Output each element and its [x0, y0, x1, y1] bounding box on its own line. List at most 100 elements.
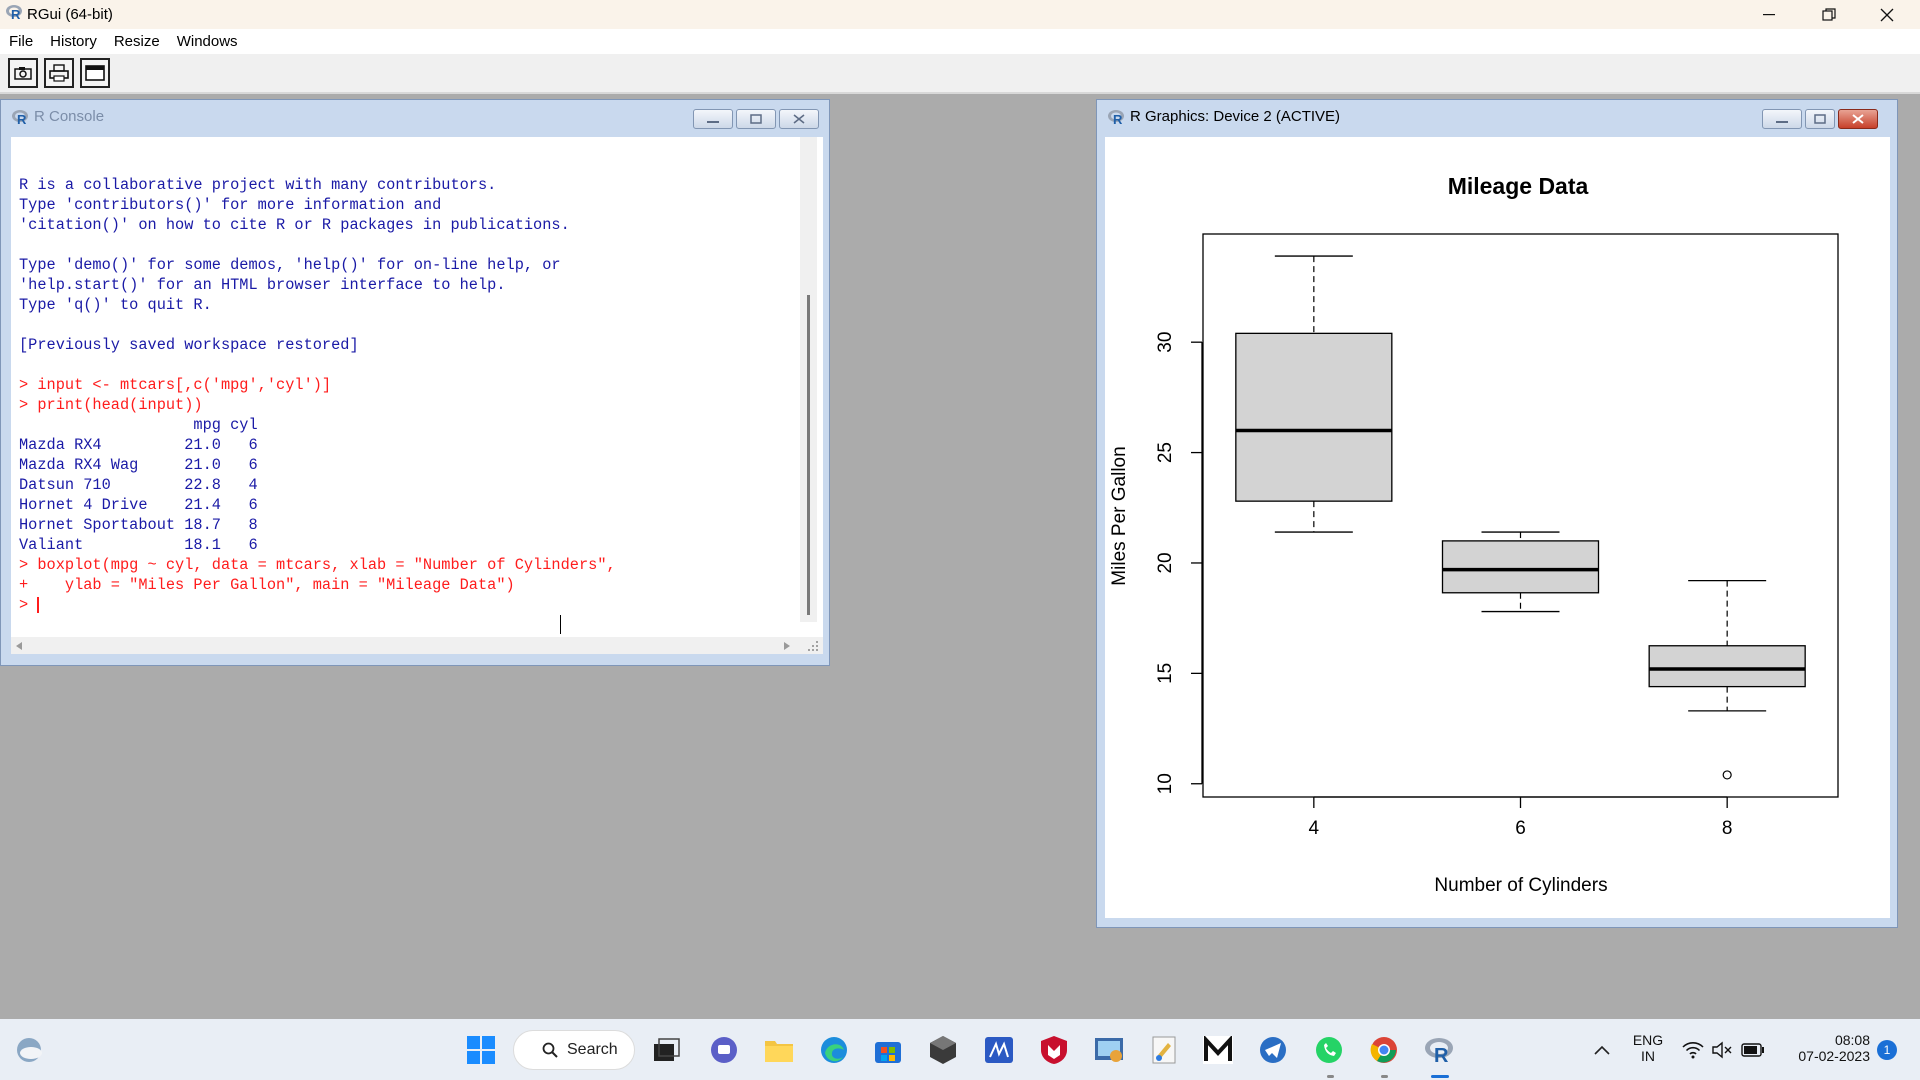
graphics-minimize-button[interactable]: [1762, 109, 1802, 129]
console-output-line: Hornet 4 Drive 21.4 6: [19, 496, 258, 514]
outlier-point: [1722, 770, 1732, 780]
graphics-restore-button[interactable]: [1805, 109, 1835, 129]
paint-icon: [1152, 1036, 1176, 1064]
windows-icon: [467, 1036, 495, 1064]
volume-muted-icon: [1712, 1041, 1732, 1059]
resize-grip-icon[interactable]: [807, 640, 819, 652]
notification-badge[interactable]: 1: [1877, 1040, 1897, 1060]
rgui-button[interactable]: R: [1422, 1033, 1456, 1067]
console-output-line: 'help.start()' for an HTML browser inter…: [19, 276, 506, 294]
menu-bar: File History Resize Windows: [0, 29, 1920, 54]
telegram-button[interactable]: [1256, 1033, 1290, 1067]
console-window-button[interactable]: [80, 58, 110, 88]
task-view-icon: [654, 1038, 680, 1061]
clock[interactable]: 08:08 07-02-2023: [1770, 1032, 1870, 1064]
console-output-line: Mazda RX4 Wag 21.0 6: [19, 456, 258, 474]
analytics-icon: [985, 1037, 1013, 1063]
language-region: IN: [1641, 1048, 1655, 1064]
taskbar-search[interactable]: Search: [513, 1030, 635, 1070]
m-app-button[interactable]: [1201, 1033, 1235, 1067]
console-input-line: + ylab = "Miles Per Gallon", main = "Mil…: [19, 576, 515, 594]
start-button[interactable]: [464, 1033, 498, 1067]
edge-browser-button[interactable]: [817, 1033, 851, 1067]
svg-text:R: R: [17, 112, 27, 125]
volume-status[interactable]: [1706, 1033, 1740, 1067]
console-output-line: Type 'demo()' for some demos, 'help()' f…: [19, 256, 561, 274]
x-tick-label: 4: [1309, 818, 1320, 839]
console-input-line: > boxplot(mpg ~ cyl, data = mtcars, xlab…: [19, 556, 616, 574]
menu-history[interactable]: History: [50, 33, 97, 50]
toolbar: [0, 54, 1920, 94]
folder-icon: [765, 1041, 793, 1062]
console-vertical-scrollbar[interactable]: [800, 137, 817, 622]
restore-button[interactable]: [1800, 0, 1858, 29]
restore-icon: [750, 114, 762, 124]
close-icon: [1852, 114, 1864, 124]
paint-button[interactable]: [1147, 1033, 1181, 1067]
battery-icon: [1741, 1043, 1764, 1057]
printer-icon: [49, 64, 69, 82]
search-icon: [542, 1042, 558, 1058]
chrome-icon: [1370, 1037, 1397, 1063]
console-minimize-button[interactable]: [693, 109, 733, 129]
console-horizontal-scrollbar[interactable]: [11, 637, 823, 654]
task-view-button[interactable]: [650, 1033, 684, 1067]
control-panel-button[interactable]: [1092, 1033, 1126, 1067]
scrollbar-thumb[interactable]: [807, 295, 810, 615]
whatsapp-button[interactable]: [1312, 1033, 1346, 1067]
app-cube-button[interactable]: [926, 1033, 960, 1067]
print-button[interactable]: [44, 58, 74, 88]
running-app-indicator: [1381, 1075, 1388, 1078]
console-output-line: Mazda RX4 21.0 6: [19, 436, 258, 454]
app-blue-button[interactable]: [982, 1033, 1016, 1067]
x-tick-label: 8: [1722, 818, 1733, 839]
m-letter-icon: [1203, 1036, 1233, 1064]
r-console-title: R Console: [34, 108, 105, 125]
language-indicator[interactable]: ENG IN: [1628, 1032, 1668, 1064]
y-tick-label: 30: [1155, 332, 1176, 353]
console-output-line: [19, 315, 616, 335]
copy-graph-button[interactable]: [8, 58, 38, 88]
scroll-left-icon[interactable]: [15, 641, 23, 651]
console-restore-button[interactable]: [736, 109, 776, 129]
y-axis-label: Miles Per Gallon: [1109, 446, 1130, 585]
svg-text:R: R: [1113, 112, 1123, 125]
chrome-button[interactable]: [1367, 1033, 1401, 1067]
plot-area: Mileage Data Number of Cylinders Miles P…: [1105, 137, 1890, 918]
menu-resize[interactable]: Resize: [113, 33, 160, 50]
console-output-area[interactable]: R is a collaborative project with many c…: [11, 137, 823, 637]
console-output-line: [Previously saved workspace restored]: [19, 336, 359, 354]
app-title-bar: R RGui (64-bit): [0, 0, 1920, 29]
console-input-line: >: [19, 596, 40, 614]
weather-widget[interactable]: [12, 1033, 46, 1067]
console-close-button[interactable]: [779, 109, 819, 129]
r-logo-icon: R: [5, 4, 23, 25]
shield-icon: [1041, 1036, 1067, 1064]
close-button[interactable]: [1858, 0, 1916, 29]
chevron-up-icon: [1594, 1045, 1610, 1055]
console-output-line: R is a collaborative project with many c…: [19, 176, 497, 194]
menu-windows[interactable]: Windows: [176, 33, 238, 50]
menu-file[interactable]: File: [9, 33, 34, 50]
restore-icon: [1814, 114, 1826, 124]
teams-chat-button[interactable]: [707, 1033, 741, 1067]
x-axis-label: Number of Cylinders: [1434, 875, 1607, 896]
mcafee-button[interactable]: [1037, 1033, 1071, 1067]
console-input-line: > print(head(input)): [19, 396, 203, 414]
show-hidden-icons-button[interactable]: [1585, 1033, 1619, 1067]
weather-icon: [17, 1038, 42, 1062]
graphics-close-button[interactable]: [1838, 109, 1878, 129]
minimize-button[interactable]: [1740, 0, 1798, 29]
scroll-right-icon[interactable]: [783, 641, 791, 651]
restore-icon: [1822, 7, 1836, 21]
r-graphics-title-bar: R R Graphics: Device 2 (ACTIVE): [1097, 100, 1897, 133]
file-explorer-button[interactable]: [762, 1033, 796, 1067]
r-console-window: R R Console R is a collaborative project…: [0, 99, 830, 666]
edge-icon: [821, 1037, 847, 1063]
battery-status[interactable]: [1736, 1033, 1770, 1067]
wifi-status[interactable]: [1676, 1033, 1710, 1067]
store-button[interactable]: [871, 1033, 905, 1067]
search-label: Search: [567, 1041, 618, 1058]
graphics-window-controls: [1762, 109, 1878, 129]
console-output-line: Type 'q()' to quit R.: [19, 296, 212, 314]
